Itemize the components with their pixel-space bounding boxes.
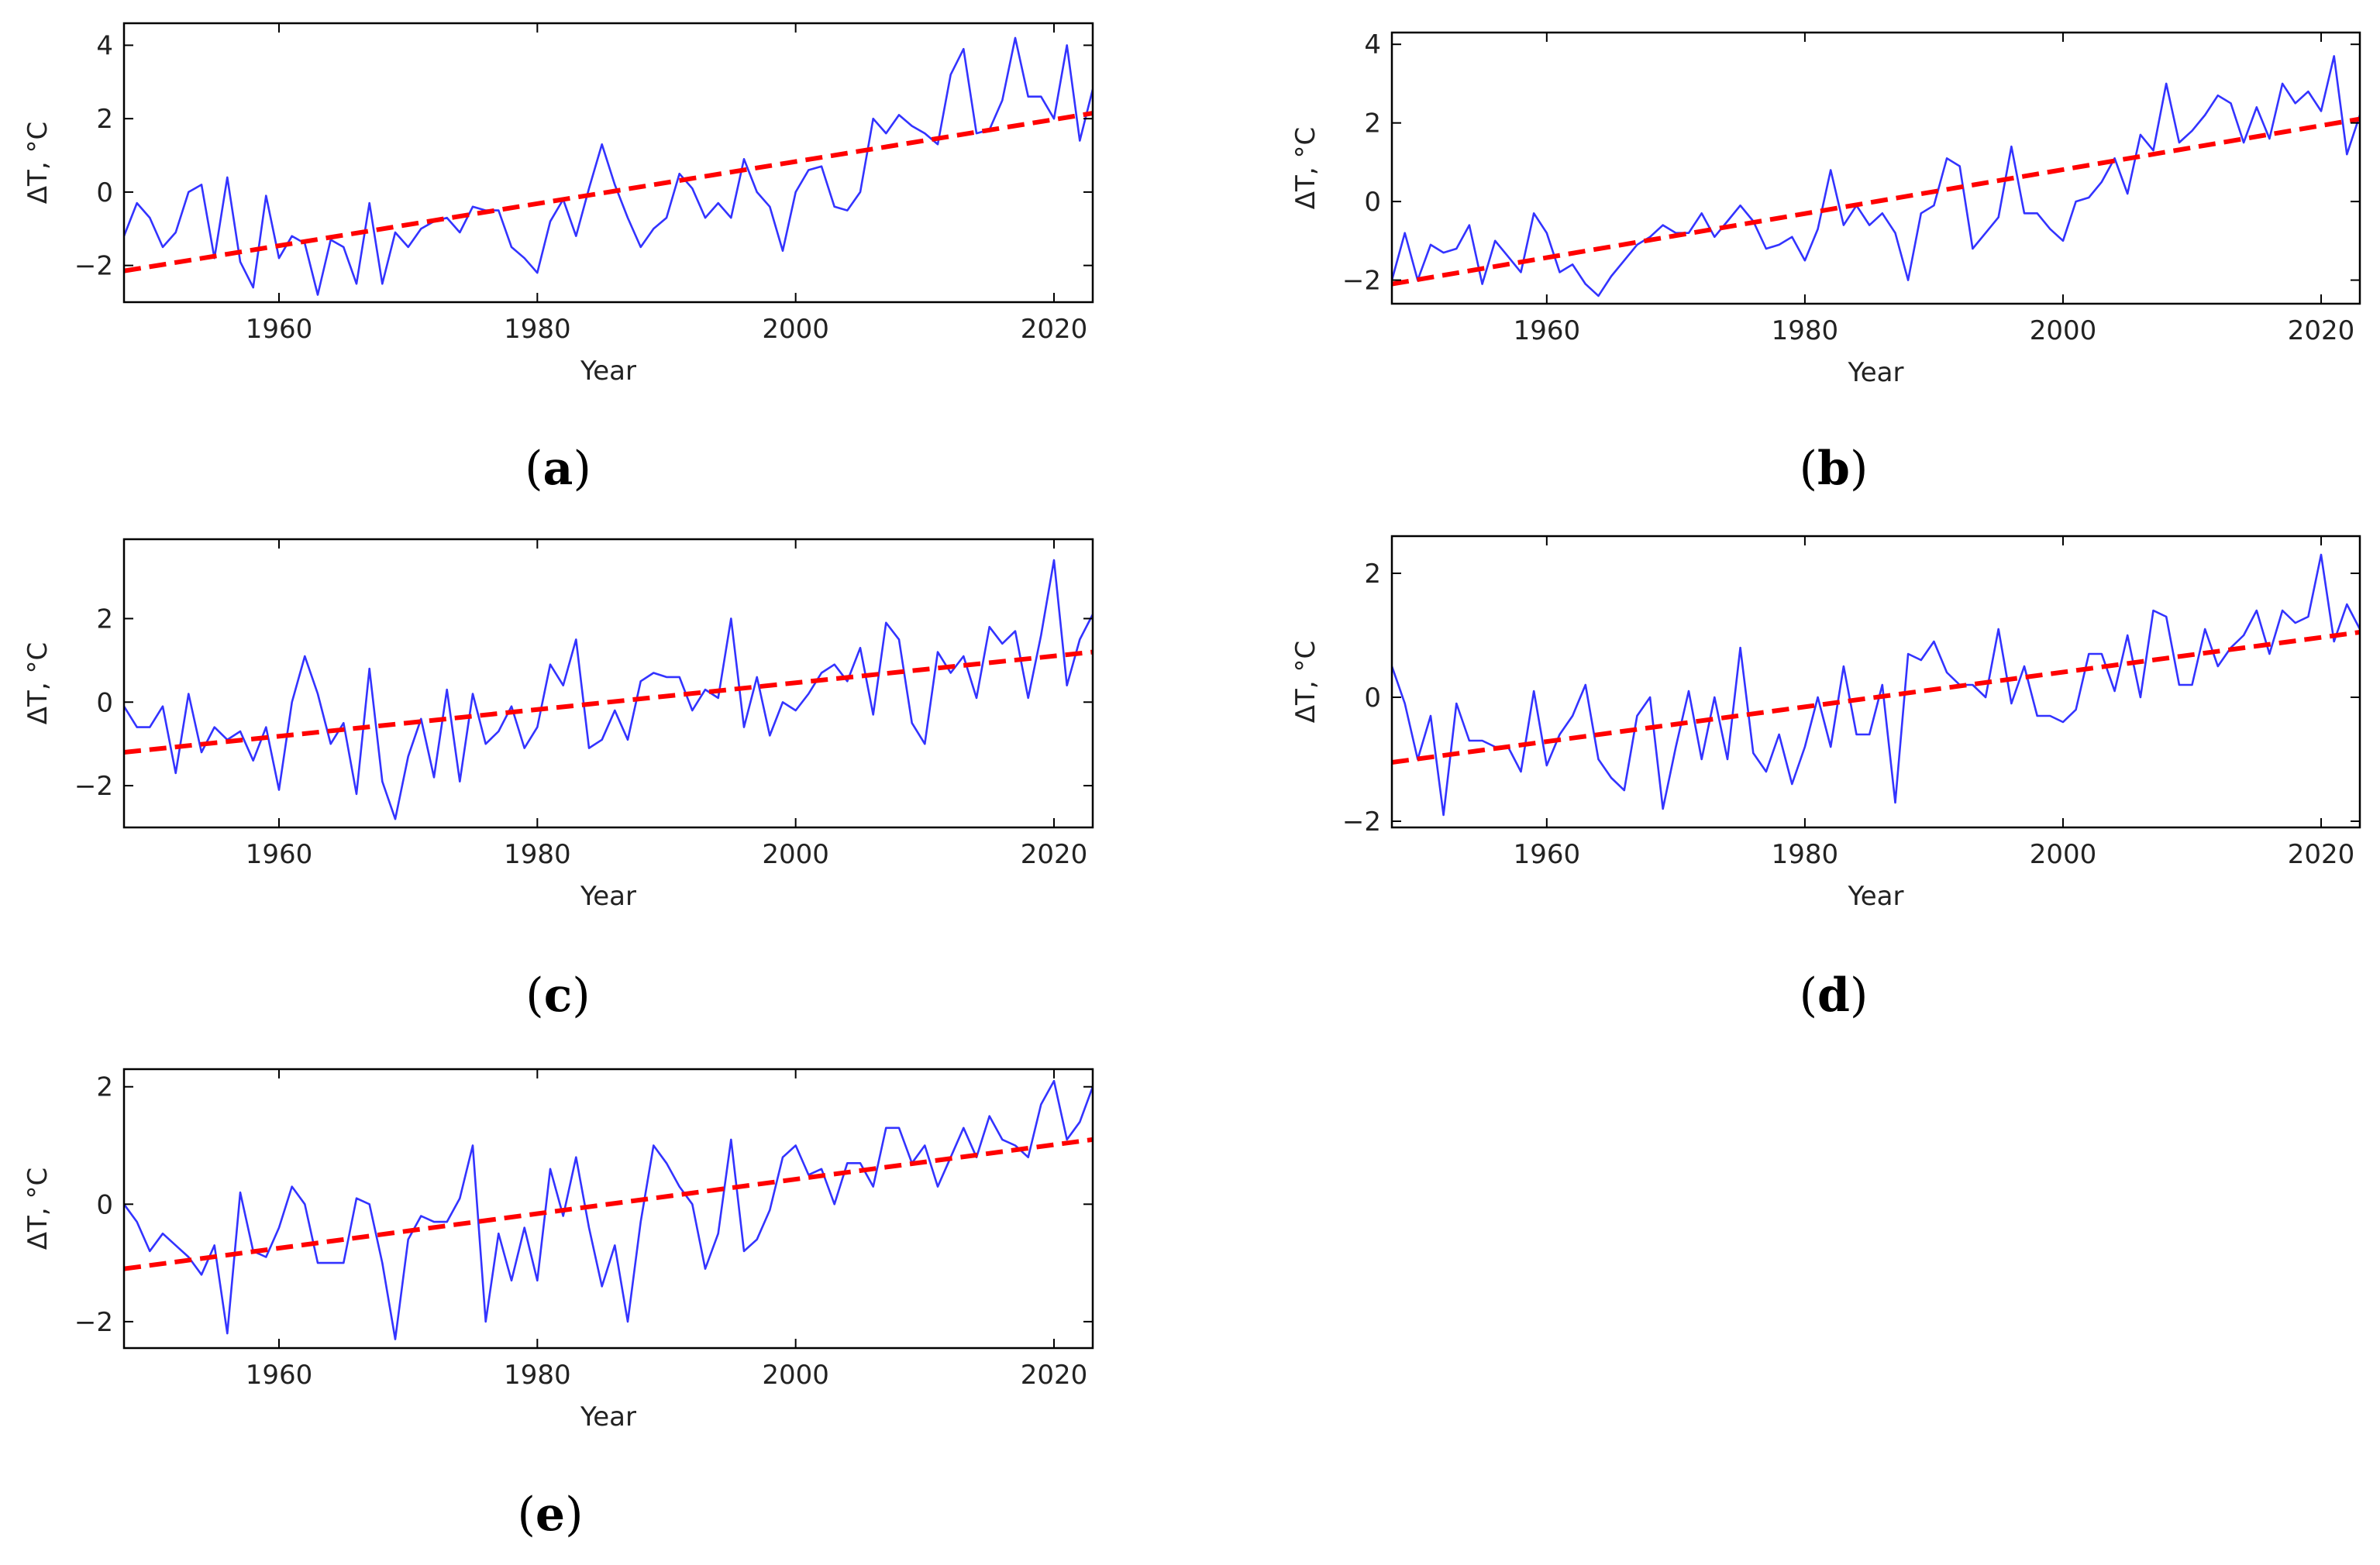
y-axis-label-b: ΔT, °C — [1290, 127, 1321, 209]
x-axis-label-a: Year — [580, 356, 636, 387]
y-tick-label-b: 2 — [1364, 108, 1381, 139]
caption-a: (a) — [525, 442, 591, 496]
y-tick-label-d: −2 — [1342, 807, 1381, 838]
x-tick-label-d: 2020 — [2288, 839, 2355, 870]
data-line-d — [1392, 553, 2360, 817]
y-axis-label-c: ΔT, °C — [22, 642, 53, 724]
y-tick-label-e: 2 — [96, 1072, 113, 1103]
plot-frame-e — [122, 1068, 1094, 1350]
y-tick-label-a: −2 — [74, 251, 113, 282]
y-tick-label-c: −2 — [74, 771, 113, 802]
x-tick-label-e: 2000 — [762, 1360, 829, 1391]
y-tick-label-e: −2 — [74, 1307, 113, 1338]
x-axis-label-e: Year — [580, 1402, 636, 1433]
trend-line-b — [1392, 116, 2360, 287]
trend-line-a — [124, 111, 1093, 273]
plot-frame-b — [1390, 31, 2361, 305]
x-tick-label-a: 2020 — [1021, 314, 1088, 345]
y-tick-label-a: 2 — [96, 104, 113, 135]
x-tick-label-c: 1980 — [504, 839, 571, 870]
y-tick-label-e: 0 — [96, 1189, 113, 1220]
data-line-b — [1392, 55, 2360, 298]
x-tick-label-e: 1960 — [246, 1360, 313, 1391]
y-axis-label-d: ΔT, °C — [1290, 641, 1321, 723]
x-tick-label-e: 2020 — [1021, 1360, 1088, 1391]
y-tick-label-a: 0 — [96, 177, 113, 208]
trend-line-e — [124, 1137, 1093, 1271]
x-axis-label-d: Year — [1848, 881, 1904, 912]
caption-b: (b) — [1799, 442, 1869, 496]
x-tick-label-a: 1980 — [504, 314, 571, 345]
plot-frame-c — [122, 538, 1094, 829]
y-tick-label-d: 0 — [1364, 683, 1381, 714]
y-tick-label-b: −2 — [1342, 266, 1381, 297]
y-tick-label-c: 2 — [96, 604, 113, 635]
x-tick-label-a: 1960 — [246, 314, 313, 345]
x-axis-label-c: Year — [580, 881, 636, 912]
data-line-c — [124, 559, 1093, 820]
chart-panel-c: 1960 1980 2000 2020 2 0 −2 Year ΔT, °C (c) — [0, 527, 1162, 1054]
x-tick-label-c: 1960 — [246, 839, 313, 870]
caption-d: (d) — [1799, 968, 1869, 1023]
y-tick-label-c: 0 — [96, 687, 113, 718]
x-tick-label-b: 2000 — [2030, 315, 2097, 346]
chart-panel-e: 1960 1980 2000 2020 2 0 −2 Year ΔT, °C (e) — [0, 1054, 1162, 1565]
trend-line-c — [124, 649, 1093, 755]
x-tick-label-c: 2000 — [762, 839, 829, 870]
caption-e: (e) — [517, 1488, 584, 1542]
chart-panel-d: 1960 1980 2000 2020 2 0 −2 Year ΔT, °C (d) — [1193, 527, 2380, 1054]
x-tick-label-e: 1980 — [504, 1360, 571, 1391]
y-axis-label-a: ΔT, °C — [22, 122, 53, 204]
plot-frame-d — [1390, 535, 2361, 829]
chart-panel-b: 1960 1980 2000 2020 4 2 0 −2 Year ΔT, °C (b) — [1193, 0, 2380, 527]
y-tick-label-a: 4 — [96, 30, 113, 61]
x-tick-label-c: 2020 — [1021, 839, 1088, 870]
y-tick-label-b: 4 — [1364, 29, 1381, 60]
data-line-e — [124, 1079, 1093, 1340]
x-tick-label-b: 2020 — [2288, 315, 2355, 346]
x-tick-label-d: 1960 — [1514, 839, 1581, 870]
y-tick-label-d: 2 — [1364, 559, 1381, 590]
x-tick-label-a: 2000 — [762, 314, 829, 345]
caption-c: (c) — [525, 968, 591, 1023]
chart-a: 1960 1980 2000 2020 4 2 0 −2 Year ΔT, °C — [22, 22, 1094, 387]
x-tick-label-d: 1980 — [1772, 839, 1839, 870]
x-tick-label-b: 1960 — [1514, 315, 1581, 346]
x-tick-label-b: 1980 — [1772, 315, 1839, 346]
plot-frame-a — [122, 22, 1094, 304]
trend-line-d — [1392, 630, 2360, 765]
chart-b: 1960 1980 2000 2020 4 2 0 −2 Year ΔT, °C — [1290, 29, 2361, 388]
y-axis-label-e: ΔT, °C — [22, 1168, 53, 1250]
y-tick-label-b: 0 — [1364, 187, 1381, 218]
x-tick-label-d: 2000 — [2030, 839, 2097, 870]
x-axis-label-b: Year — [1848, 357, 1904, 388]
data-line-a — [124, 36, 1093, 296]
chart-panel-a: 1960 1980 2000 2020 4 2 0 −2 Year ΔT, °C (a) — [0, 0, 1162, 527]
